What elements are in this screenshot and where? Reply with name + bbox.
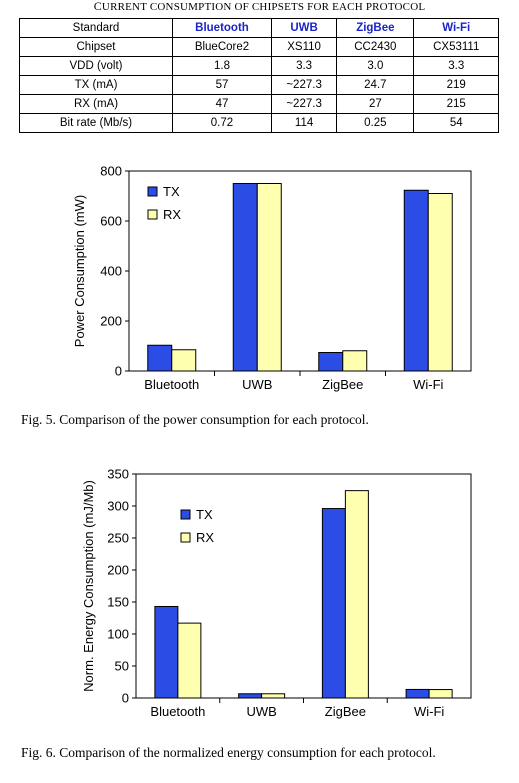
legend-label-rx: RX — [196, 530, 214, 545]
x-tick-label: ZigBee — [325, 704, 366, 719]
table-cell: ~227.3 — [270, 94, 338, 114]
table-cell: 219 — [413, 75, 499, 95]
y-tick-label: 250 — [107, 531, 129, 546]
table-row: RX (mA) 47 ~227.3 27 215 — [19, 94, 499, 114]
table-cell: BlueCore2 — [172, 37, 272, 57]
bar-rx — [428, 689, 453, 699]
y-tick-label: 0 — [122, 691, 129, 706]
y-tick-label: 800 — [100, 164, 122, 179]
legend: TX RX — [147, 184, 181, 222]
y-axis-label: Norm. Energy Consumption (mJ/Mb) — [81, 480, 96, 692]
table-row: Bit rate (Mb/s) 0.72 114 0.25 54 — [19, 113, 499, 133]
x-tick-label: UWB — [242, 377, 272, 392]
bar-tx — [318, 352, 344, 372]
table-cell: 0.72 — [172, 113, 272, 133]
table-cell: 215 — [413, 94, 499, 114]
header-cell: ZigBee — [336, 18, 415, 38]
bar-rx — [427, 193, 453, 372]
y-tick-label: 300 — [107, 499, 129, 514]
bar-tx — [405, 688, 430, 699]
legend-label-rx: RX — [163, 207, 181, 222]
table-cell: 24.7 — [336, 75, 415, 95]
bar-tx — [232, 183, 258, 372]
x-tick-label: UWB — [246, 704, 276, 719]
bar-tx — [238, 693, 263, 699]
legend-swatch-tx — [180, 509, 191, 520]
table-cell: 3.3 — [270, 56, 338, 76]
bar-rx — [256, 183, 282, 372]
y-tick-label: 150 — [107, 595, 129, 610]
figure-5-caption: Fig. 5. Comparison of the power consumpt… — [21, 412, 369, 427]
table-cell: 3.0 — [336, 56, 415, 76]
legend-swatch-rx — [180, 532, 191, 543]
table-cell: 114 — [270, 113, 338, 133]
table-cell: VDD (volt) — [19, 56, 173, 76]
header-cell: Standard — [19, 18, 173, 38]
table-cell: CX53111 — [413, 37, 499, 57]
table-header-row: Standard Bluetooth UWB ZigBee Wi-Fi — [19, 18, 499, 38]
table-cell: CC2430 — [336, 37, 415, 57]
bar-rx — [344, 490, 369, 699]
table-cell: Chipset — [19, 37, 173, 57]
figure-6-caption: Fig. 6. Comparison of the normalized ene… — [21, 745, 436, 760]
energy-consumption-chart: 0 50 100 150 200 250 300 350 Bluetooth UWB ZigBee W… — [81, 467, 472, 719]
bar-rx — [342, 350, 368, 372]
table-cell: 1.8 — [172, 56, 272, 76]
table-cell: ~227.3 — [270, 75, 338, 95]
table-cell: 3.3 — [413, 56, 499, 76]
y-tick-label: 200 — [100, 314, 122, 329]
legend-swatch-tx — [147, 186, 158, 197]
table-cell: XS110 — [270, 37, 338, 57]
table-cell: TX (mA) — [19, 75, 173, 95]
table-row: TX (mA) 57 ~227.3 24.7 219 — [19, 75, 499, 95]
y-tick-label: 100 — [107, 627, 129, 642]
bar-rx — [261, 693, 286, 699]
header-cell: Bluetooth — [172, 18, 272, 38]
y-tick-label: 50 — [115, 659, 129, 674]
header-cell: Wi-Fi — [413, 18, 499, 38]
legend-label-tx: TX — [163, 184, 180, 199]
spec-table: Standard Bluetooth UWB ZigBee Wi-Fi Chip… — [19, 18, 499, 133]
table-cell: 0.25 — [336, 113, 415, 133]
table-row: Chipset BlueCore2 XS110 CC2430 CX53111 — [19, 37, 499, 57]
legend: TX RX — [180, 507, 214, 545]
y-tick-label: 400 — [100, 264, 122, 279]
table-row: VDD (volt) 1.8 3.3 3.0 3.3 — [19, 56, 499, 76]
x-tick-label: Bluetooth — [144, 377, 199, 392]
bar-tx — [147, 344, 173, 372]
y-axis-label: Power Consumption (mW) — [72, 195, 87, 347]
bar-tx — [154, 605, 179, 699]
y-tick-label: 350 — [107, 467, 129, 482]
legend-swatch-rx — [147, 209, 158, 220]
y-tick-label: 200 — [107, 563, 129, 578]
table-cell: 47 — [172, 94, 272, 114]
x-tick-label: Wi-Fi — [414, 704, 444, 719]
x-tick-label: ZigBee — [322, 377, 363, 392]
header-cell: UWB — [270, 18, 338, 38]
bar-tx — [321, 508, 346, 699]
bar-rx — [171, 349, 197, 372]
power-consumption-chart: 0 200 400 600 800 Bluetooth UWB ZigBee Wi-Fi Powe… — [72, 164, 472, 392]
y-tick-label: 600 — [100, 214, 122, 229]
y-tick-label: 0 — [115, 364, 122, 379]
table-cell: 54 — [413, 113, 499, 133]
table-title: CURRENT CONSUMPTION OF CHIPSETS FOR EACH… — [93, 0, 426, 13]
table-cell: RX (mA) — [19, 94, 173, 114]
table-cell: 57 — [172, 75, 272, 95]
bar-tx — [403, 189, 429, 372]
x-tick-label: Wi-Fi — [413, 377, 443, 392]
x-tick-label: Bluetooth — [150, 704, 205, 719]
bar-rx — [177, 622, 202, 699]
table-cell: Bit rate (Mb/s) — [19, 113, 173, 133]
legend-label-tx: TX — [196, 507, 213, 522]
table-cell: 27 — [336, 94, 415, 114]
